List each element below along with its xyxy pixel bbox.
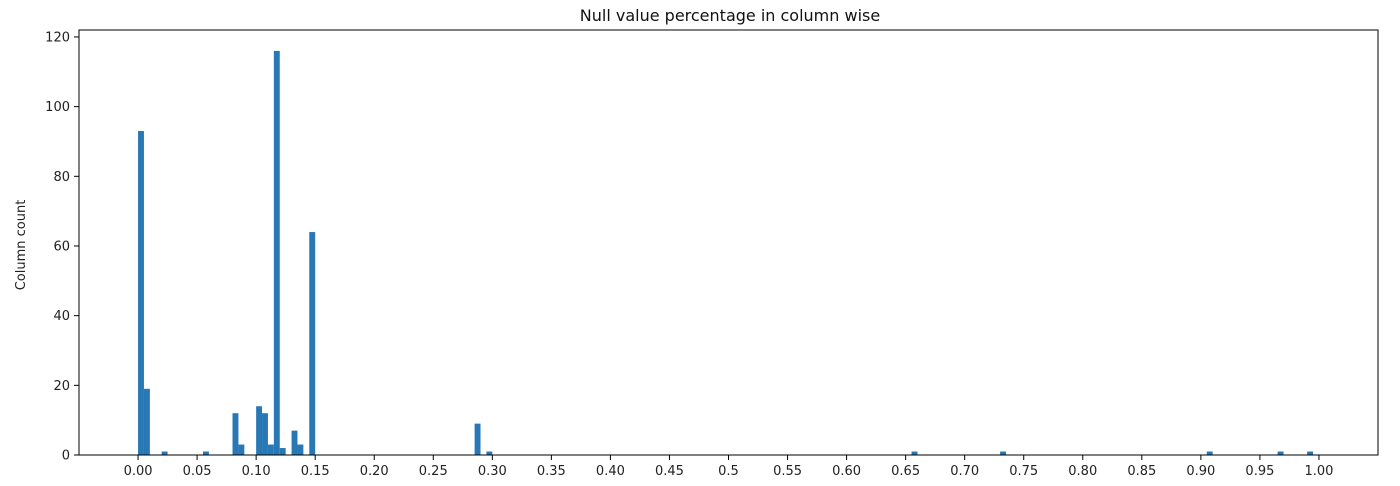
x-tick-label: 0.60 xyxy=(832,464,861,479)
histogram-bar-18 xyxy=(1206,451,1213,455)
histogram-bar-9 xyxy=(273,50,280,455)
histogram-bar-1 xyxy=(143,388,150,455)
y-axis-ticks: 0 20 40 60 80 100 120 xyxy=(45,30,79,464)
x-tick-label: 0.10 xyxy=(242,464,271,479)
x-tick-label: 0.95 xyxy=(1245,464,1274,479)
plot-frame xyxy=(78,29,1379,456)
y-tick-label: 120 xyxy=(45,30,70,45)
histogram-bar-5 xyxy=(238,444,245,455)
y-tick-label: 20 xyxy=(53,379,70,394)
x-tick-label: 0.55 xyxy=(773,464,802,479)
histogram-bar-7 xyxy=(262,413,268,455)
histogram-bar-0 xyxy=(138,131,144,455)
histogram-bar-4 xyxy=(232,413,239,455)
x-tick-label: 1.00 xyxy=(1304,464,1333,479)
histogram-bar-14 xyxy=(474,423,481,455)
chart-title: Null value percentage in column wise xyxy=(580,6,880,25)
y-tick-label: 80 xyxy=(53,170,70,185)
y-tick-label: 100 xyxy=(45,100,70,115)
x-tick-label: 0.5 xyxy=(718,464,739,479)
x-tick-label: 0.65 xyxy=(891,464,920,479)
x-tick-label: 0.05 xyxy=(183,464,212,479)
x-tick-label: 0.40 xyxy=(596,464,625,479)
histogram-bar-13 xyxy=(309,232,316,455)
x-tick-label: 0.70 xyxy=(950,464,979,479)
histogram-bar-15 xyxy=(486,451,493,455)
histogram-bar-19 xyxy=(1277,451,1284,455)
histogram-bar-6 xyxy=(256,406,263,455)
histogram-bar-3 xyxy=(202,451,209,455)
x-tick-label: 0.85 xyxy=(1127,464,1156,479)
x-axis-ticks: 0.00 0.05 0.10 0.15 0.20 0.25 0.30 0.35 0.40 0.45… xyxy=(124,455,1333,479)
x-tick-label: 0.00 xyxy=(124,464,153,479)
histogram-bar-10 xyxy=(279,448,286,455)
y-tick-label: 0 xyxy=(62,449,70,464)
x-tick-label: 0.80 xyxy=(1068,464,1097,479)
y-tick-label: 40 xyxy=(53,309,70,324)
y-axis-label: Column count xyxy=(14,200,29,291)
histogram-bar-2 xyxy=(161,451,168,455)
y-tick-label: 60 xyxy=(53,239,70,254)
histogram-bar-20 xyxy=(1307,451,1314,455)
x-tick-label: 0.20 xyxy=(360,464,389,479)
histogram-bar-12 xyxy=(297,444,304,455)
x-tick-label: 0.45 xyxy=(655,464,684,479)
x-tick-label: 0.35 xyxy=(537,464,566,479)
histogram-bar-16 xyxy=(911,451,918,455)
histogram-bar-8 xyxy=(267,444,274,455)
x-tick-label: 0.90 xyxy=(1186,464,1215,479)
bars-group xyxy=(138,50,1314,455)
histogram-bar-11 xyxy=(291,430,298,455)
histogram-bar-17 xyxy=(1000,451,1007,455)
x-tick-label: 0.30 xyxy=(478,464,507,479)
x-tick-label: 0.15 xyxy=(301,464,330,479)
x-tick-label: 0.75 xyxy=(1009,464,1038,479)
x-tick-label: 0.25 xyxy=(419,464,448,479)
